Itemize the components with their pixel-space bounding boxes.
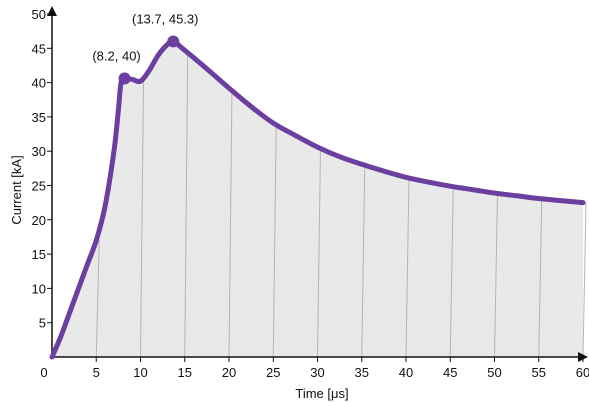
annotation-layer: (8.2, 40) (13.7, 45.3) bbox=[92, 11, 199, 85]
peak-label-1: (8.2, 40) bbox=[92, 48, 140, 63]
y-tick-label-35: 35 bbox=[32, 110, 46, 125]
gridline-x-50 bbox=[494, 193, 498, 358]
x-tick-label-50: 50 bbox=[487, 365, 501, 380]
gridline-x-10 bbox=[140, 81, 144, 358]
gridline-layer bbox=[95, 50, 587, 358]
gridline-x-5 bbox=[95, 240, 100, 358]
y-tick-label-50: 50 bbox=[32, 7, 46, 22]
x-tick-label-35: 35 bbox=[355, 365, 369, 380]
x-tick-label-25: 25 bbox=[266, 365, 280, 380]
series-line-layer bbox=[49, 38, 586, 360]
gridline-x-25 bbox=[272, 123, 277, 358]
y-tick-label-10: 10 bbox=[32, 281, 46, 296]
gridline-x-40 bbox=[405, 177, 410, 358]
y-tick-label-40: 40 bbox=[32, 76, 46, 91]
area-fill bbox=[52, 41, 583, 357]
x-tick-label-45: 45 bbox=[443, 365, 457, 380]
x-tick-label-60: 60 bbox=[576, 365, 589, 380]
area-fill-layer bbox=[52, 41, 583, 357]
y-tick-label-25: 25 bbox=[32, 179, 46, 194]
x-axis-label: Time [μs] bbox=[295, 386, 348, 401]
y-tick-label-20: 20 bbox=[32, 213, 46, 228]
tick-label-layer: 0 5 10 15 20 25 30 35 40 45 50 55 60 5 10 15 20 25 30 35 40 4… bbox=[32, 7, 589, 380]
x-tick-label-30: 30 bbox=[310, 365, 324, 380]
gridline-x-30 bbox=[317, 147, 321, 358]
y-tick-label-30: 30 bbox=[32, 144, 46, 159]
y-axis-label: Current [kA] bbox=[9, 155, 24, 224]
gridline-x-15 bbox=[184, 50, 189, 358]
x-tick-label-40: 40 bbox=[399, 365, 413, 380]
gridline-x-45 bbox=[449, 186, 454, 358]
x-tick-label-20: 20 bbox=[222, 365, 236, 380]
gridline-x-20 bbox=[228, 88, 233, 358]
x-tick-label-55: 55 bbox=[532, 365, 546, 380]
x-tick-label-15: 15 bbox=[178, 365, 192, 380]
peak-label-2: (13.7, 45.3) bbox=[132, 11, 199, 26]
y-tick-label-45: 45 bbox=[32, 41, 46, 56]
gridline-x-35 bbox=[361, 164, 366, 358]
x-tick-label-5: 5 bbox=[93, 365, 100, 380]
y-tick-label-15: 15 bbox=[32, 247, 46, 262]
gridline-x-55 bbox=[538, 198, 543, 358]
series-line bbox=[49, 38, 586, 360]
peak-marker-1 bbox=[118, 72, 131, 85]
peak-marker-2 bbox=[167, 35, 180, 48]
x-tick-label-0: 0 bbox=[40, 365, 47, 380]
y-tick-label-5: 5 bbox=[39, 316, 46, 331]
x-tick-label-10: 10 bbox=[133, 365, 147, 380]
gridline-x-60 bbox=[582, 202, 587, 358]
